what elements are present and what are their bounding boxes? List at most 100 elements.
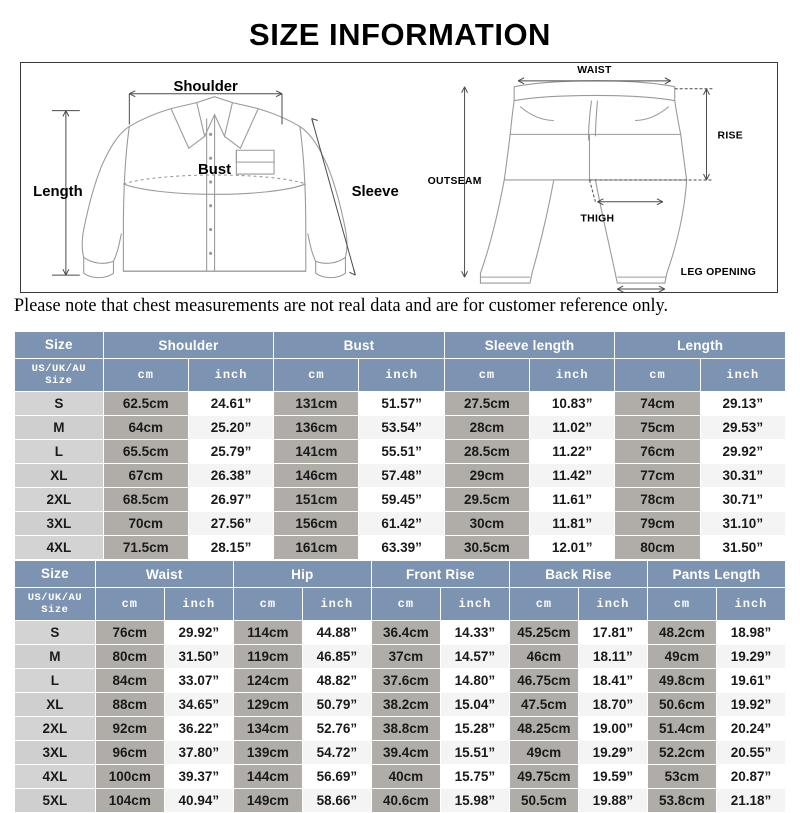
bottom-cell-waist-cm: 88cm xyxy=(95,693,164,716)
top-cell-size: 3XL xyxy=(15,512,103,535)
shirt-label-shoulder: Shoulder xyxy=(173,79,238,95)
top-cell-size: 4XL xyxy=(15,536,103,559)
bottom-cell-frontrise-in: 15.98” xyxy=(440,789,509,812)
header-size-standard-line2: Size xyxy=(45,375,73,387)
page-title: SIZE INFORMATION xyxy=(249,17,551,52)
top-cell-sleeve-in: 11.42” xyxy=(530,464,615,487)
bottom-cell-pantslen-cm: 52.2cm xyxy=(647,741,716,764)
table-row: 5XL 104cm 40.94” 149cm 58.66” 40.6cm 15.98” 50.… xyxy=(15,789,785,812)
top-cell-sleeve-cm: 29cm xyxy=(444,464,530,487)
bottom-cell-hip-cm: 119cm xyxy=(233,645,302,668)
bottom-cell-size: L xyxy=(15,669,95,692)
bottom-cell-pantslen-cm: 48.2cm xyxy=(647,621,716,644)
table-header-unit-row: US/UK/AU Size cm inch cm inch cm inch cm… xyxy=(15,588,785,620)
top-cell-sleeve-in: 11.61” xyxy=(530,488,615,511)
bottom-cell-pantslen-in: 19.92” xyxy=(716,693,785,716)
top-cell-sleeve-cm: 30.5cm xyxy=(444,536,530,559)
bottom-cell-backrise-cm: 49cm xyxy=(509,741,578,764)
table-header-group-row: Size Shoulder Bust Sleeve length Length xyxy=(15,332,785,358)
top-cell-bust-in: 63.39” xyxy=(359,536,444,559)
header-size-standard-line1: US/UK/AU xyxy=(27,592,83,604)
header-group-shoulder: Shoulder xyxy=(103,332,274,358)
top-cell-length-cm: 77cm xyxy=(615,464,700,487)
bottom-cell-pantslen-cm: 49.8cm xyxy=(647,669,716,692)
top-cell-length-in: 30.31” xyxy=(700,464,785,487)
bottom-cell-backrise-in: 19.29” xyxy=(578,741,647,764)
bottom-cell-waist-cm: 96cm xyxy=(95,741,164,764)
header-unit-front-rise-inch: inch xyxy=(440,588,509,620)
header-unit-waist-inch: inch xyxy=(164,588,233,620)
table-row: S 62.5cm 24.61” 131cm 51.57” 27.5cm 10.83” 74cm… xyxy=(15,392,785,415)
bottom-cell-pantslen-in: 20.87” xyxy=(716,765,785,788)
shirt-label-bust: Bust xyxy=(198,162,231,178)
bottom-cell-waist-in: 34.65” xyxy=(164,693,233,716)
bottom-cell-frontrise-cm: 38.8cm xyxy=(371,717,440,740)
bottom-cell-frontrise-in: 15.51” xyxy=(440,741,509,764)
header-unit-pants-length-inch: inch xyxy=(716,588,785,620)
header-group-back-rise: Back Rise xyxy=(509,561,647,587)
top-cell-sleeve-in: 11.22” xyxy=(530,440,615,463)
pants-label-thigh: THIGH xyxy=(581,214,615,225)
bottom-cell-size: S xyxy=(15,621,95,644)
bottom-cell-hip-cm: 114cm xyxy=(233,621,302,644)
top-cell-sleeve-cm: 29.5cm xyxy=(444,488,530,511)
bottom-cell-pantslen-in: 20.55” xyxy=(716,741,785,764)
header-unit-back-rise-cm: cm xyxy=(509,588,578,620)
bottom-cell-frontrise-cm: 39.4cm xyxy=(371,741,440,764)
top-cell-bust-in: 53.54” xyxy=(359,416,444,439)
top-cell-length-cm: 80cm xyxy=(615,536,700,559)
bottom-cell-hip-in: 48.82” xyxy=(302,669,371,692)
top-cell-shoulder-in: 25.79” xyxy=(188,440,274,463)
table-row: L 65.5cm 25.79” 141cm 55.51” 28.5cm 11.22” 76cm… xyxy=(15,440,785,463)
bottom-cell-waist-cm: 80cm xyxy=(95,645,164,668)
top-cell-size: S xyxy=(15,392,103,415)
measurement-illustration-box: Shoulder Length Bust S xyxy=(20,62,778,293)
bottom-cell-waist-in: 33.07” xyxy=(164,669,233,692)
top-cell-sleeve-cm: 27.5cm xyxy=(444,392,530,415)
header-unit-hip-cm: cm xyxy=(233,588,302,620)
bottom-cell-backrise-cm: 48.25cm xyxy=(509,717,578,740)
top-cell-shoulder-cm: 71.5cm xyxy=(103,536,188,559)
bottom-cell-waist-cm: 92cm xyxy=(95,717,164,740)
top-cell-shoulder-in: 28.15” xyxy=(188,536,274,559)
bottom-cell-backrise-cm: 46.75cm xyxy=(509,669,578,692)
bottom-cell-backrise-cm: 47.5cm xyxy=(509,693,578,716)
bottom-cell-frontrise-cm: 36.4cm xyxy=(371,621,440,644)
header-unit-back-rise-inch: inch xyxy=(578,588,647,620)
bottom-size-table-body: S 76cm 29.92” 114cm 44.88” 36.4cm 14.33” 45.25c… xyxy=(15,621,785,812)
top-cell-length-in: 29.53” xyxy=(700,416,785,439)
bottom-cell-size: 2XL xyxy=(15,717,95,740)
top-cell-shoulder-cm: 67cm xyxy=(103,464,188,487)
bottom-cell-hip-cm: 134cm xyxy=(233,717,302,740)
bottom-cell-size: 4XL xyxy=(15,765,95,788)
bottom-cell-waist-cm: 76cm xyxy=(95,621,164,644)
top-cell-size: 2XL xyxy=(15,488,103,511)
top-cell-length-in: 31.50” xyxy=(700,536,785,559)
top-cell-shoulder-cm: 70cm xyxy=(103,512,188,535)
bottom-cell-pantslen-in: 19.61” xyxy=(716,669,785,692)
bottom-cell-pantslen-cm: 53cm xyxy=(647,765,716,788)
bottom-cell-frontrise-cm: 37.6cm xyxy=(371,669,440,692)
shirt-label-sleeve: Sleeve xyxy=(352,184,399,200)
bottom-cell-backrise-in: 18.41” xyxy=(578,669,647,692)
top-cell-bust-cm: 131cm xyxy=(274,392,359,415)
bottom-cell-waist-in: 39.37” xyxy=(164,765,233,788)
header-unit-length-cm: cm xyxy=(615,359,700,391)
pants-label-rise: RISE xyxy=(718,130,743,141)
bottom-cell-size: XL xyxy=(15,693,95,716)
top-cell-sleeve-in: 11.02” xyxy=(530,416,615,439)
header-group-pants-length: Pants Length xyxy=(647,561,785,587)
header-unit-length-inch: inch xyxy=(700,359,785,391)
bottom-cell-frontrise-cm: 40cm xyxy=(371,765,440,788)
top-cell-size: M xyxy=(15,416,103,439)
top-cell-shoulder-cm: 62.5cm xyxy=(103,392,188,415)
header-size-standard: US/UK/AU Size xyxy=(15,588,95,620)
header-group-length: Length xyxy=(615,332,785,358)
header-group-front-rise: Front Rise xyxy=(371,561,509,587)
pants-label-waist: WAIST xyxy=(577,65,612,76)
bottom-cell-backrise-in: 17.81” xyxy=(578,621,647,644)
top-cell-length-cm: 75cm xyxy=(615,416,700,439)
table-row: M 64cm 25.20” 136cm 53.54” 28cm 11.02” 75cm 29.5… xyxy=(15,416,785,439)
bottom-cell-frontrise-in: 14.80” xyxy=(440,669,509,692)
